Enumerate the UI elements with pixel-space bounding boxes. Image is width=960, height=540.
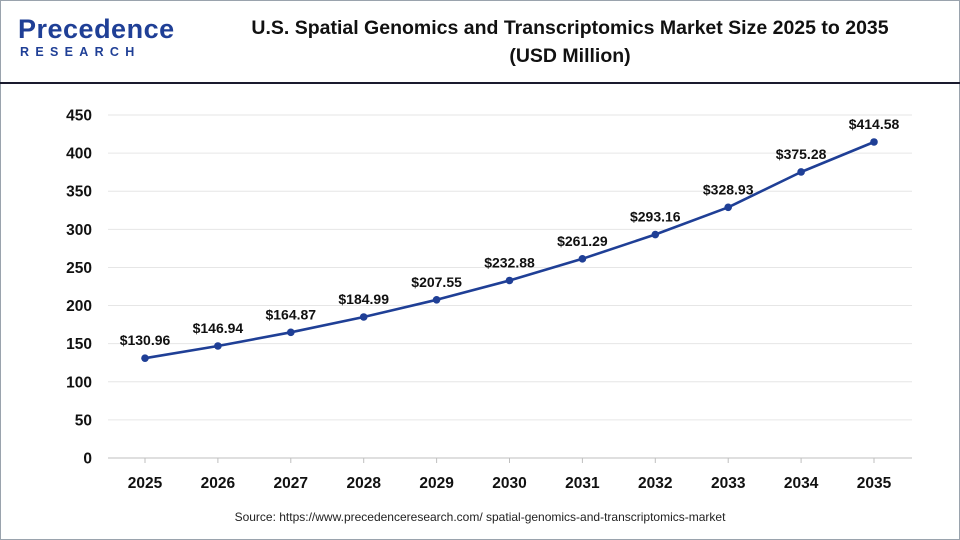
x-tick-label: 2026 — [201, 475, 236, 492]
y-tick-label: 100 — [66, 374, 92, 391]
y-tick-label: 200 — [66, 298, 92, 315]
data-label: $130.96 — [120, 332, 171, 348]
logo-wordmark: Precedence — [18, 14, 175, 44]
x-tick-label: 2025 — [128, 475, 163, 492]
data-label: $328.93 — [703, 181, 754, 197]
y-tick-label: 50 — [75, 412, 92, 429]
data-point — [724, 203, 732, 212]
x-tick-label: 2029 — [419, 475, 454, 492]
x-tick-label: 2034 — [784, 475, 819, 492]
data-label: $207.55 — [411, 274, 462, 290]
y-tick-label: 150 — [66, 336, 92, 353]
data-point — [141, 354, 149, 362]
y-tick-label: 250 — [66, 260, 92, 277]
data-label: $293.16 — [630, 209, 681, 225]
y-tick-label: 450 — [66, 108, 92, 125]
x-tick-label: 2032 — [638, 475, 672, 492]
y-tick-label: 0 — [83, 451, 92, 468]
data-points — [141, 138, 878, 362]
x-axis-ticks: 2025 2026 2027 2028 2029 2030 2031 2032 2033 2034… — [128, 458, 892, 492]
data-label: $146.94 — [193, 320, 244, 336]
series-line — [144, 140, 875, 360]
x-tick-label: 2027 — [274, 475, 308, 492]
header: Precedence RESEARCH U.S. Spatial Genomic… — [0, 0, 960, 84]
data-label: $232.88 — [484, 254, 535, 270]
y-axis-ticks: 0 50 100 150 200 250 300 350 400 450 — [66, 108, 92, 468]
x-tick-label: 2030 — [492, 475, 526, 492]
x-tick-label: 2028 — [346, 475, 381, 492]
line-chart: 0 50 100 150 200 250 300 350 400 450 2025 2026 2027… — [66, 108, 912, 492]
data-label: $184.99 — [338, 291, 389, 307]
data-point — [651, 230, 660, 239]
precedence-research-logo: Precedence RESEARCH — [18, 14, 174, 66]
data-point — [505, 276, 514, 285]
data-label: $164.87 — [265, 306, 316, 322]
data-label: $261.29 — [557, 233, 608, 249]
data-point — [359, 313, 368, 321]
y-tick-label: 350 — [66, 184, 92, 201]
x-tick-label: 2033 — [711, 475, 746, 492]
data-point — [797, 168, 805, 176]
data-point — [214, 342, 222, 350]
y-tick-label: 400 — [66, 146, 92, 163]
chart-title: U.S. Spatial Genomics and Transcriptomic… — [200, 14, 940, 70]
x-tick-label: 2031 — [565, 475, 600, 492]
data-point — [578, 255, 587, 263]
data-label: $375.28 — [776, 146, 827, 162]
logo-subtitle: RESEARCH — [20, 45, 141, 59]
chart-title-line2: (USD Million) — [509, 45, 631, 67]
x-tick-label: 2035 — [857, 475, 892, 492]
y-tick-label: 300 — [66, 222, 92, 239]
data-label: $414.58 — [849, 116, 900, 132]
data-point — [432, 296, 441, 304]
data-labels: $130.96 $146.94 $164.87 $184.99 $207.55 $232.… — [120, 116, 900, 348]
data-point — [870, 138, 878, 146]
gridlines — [108, 114, 912, 421]
source-note: Source: https://www.precedenceresearch.c… — [234, 510, 726, 524]
data-point — [287, 328, 295, 337]
chart-title-line1: U.S. Spatial Genomics and Transcriptomic… — [251, 17, 889, 39]
